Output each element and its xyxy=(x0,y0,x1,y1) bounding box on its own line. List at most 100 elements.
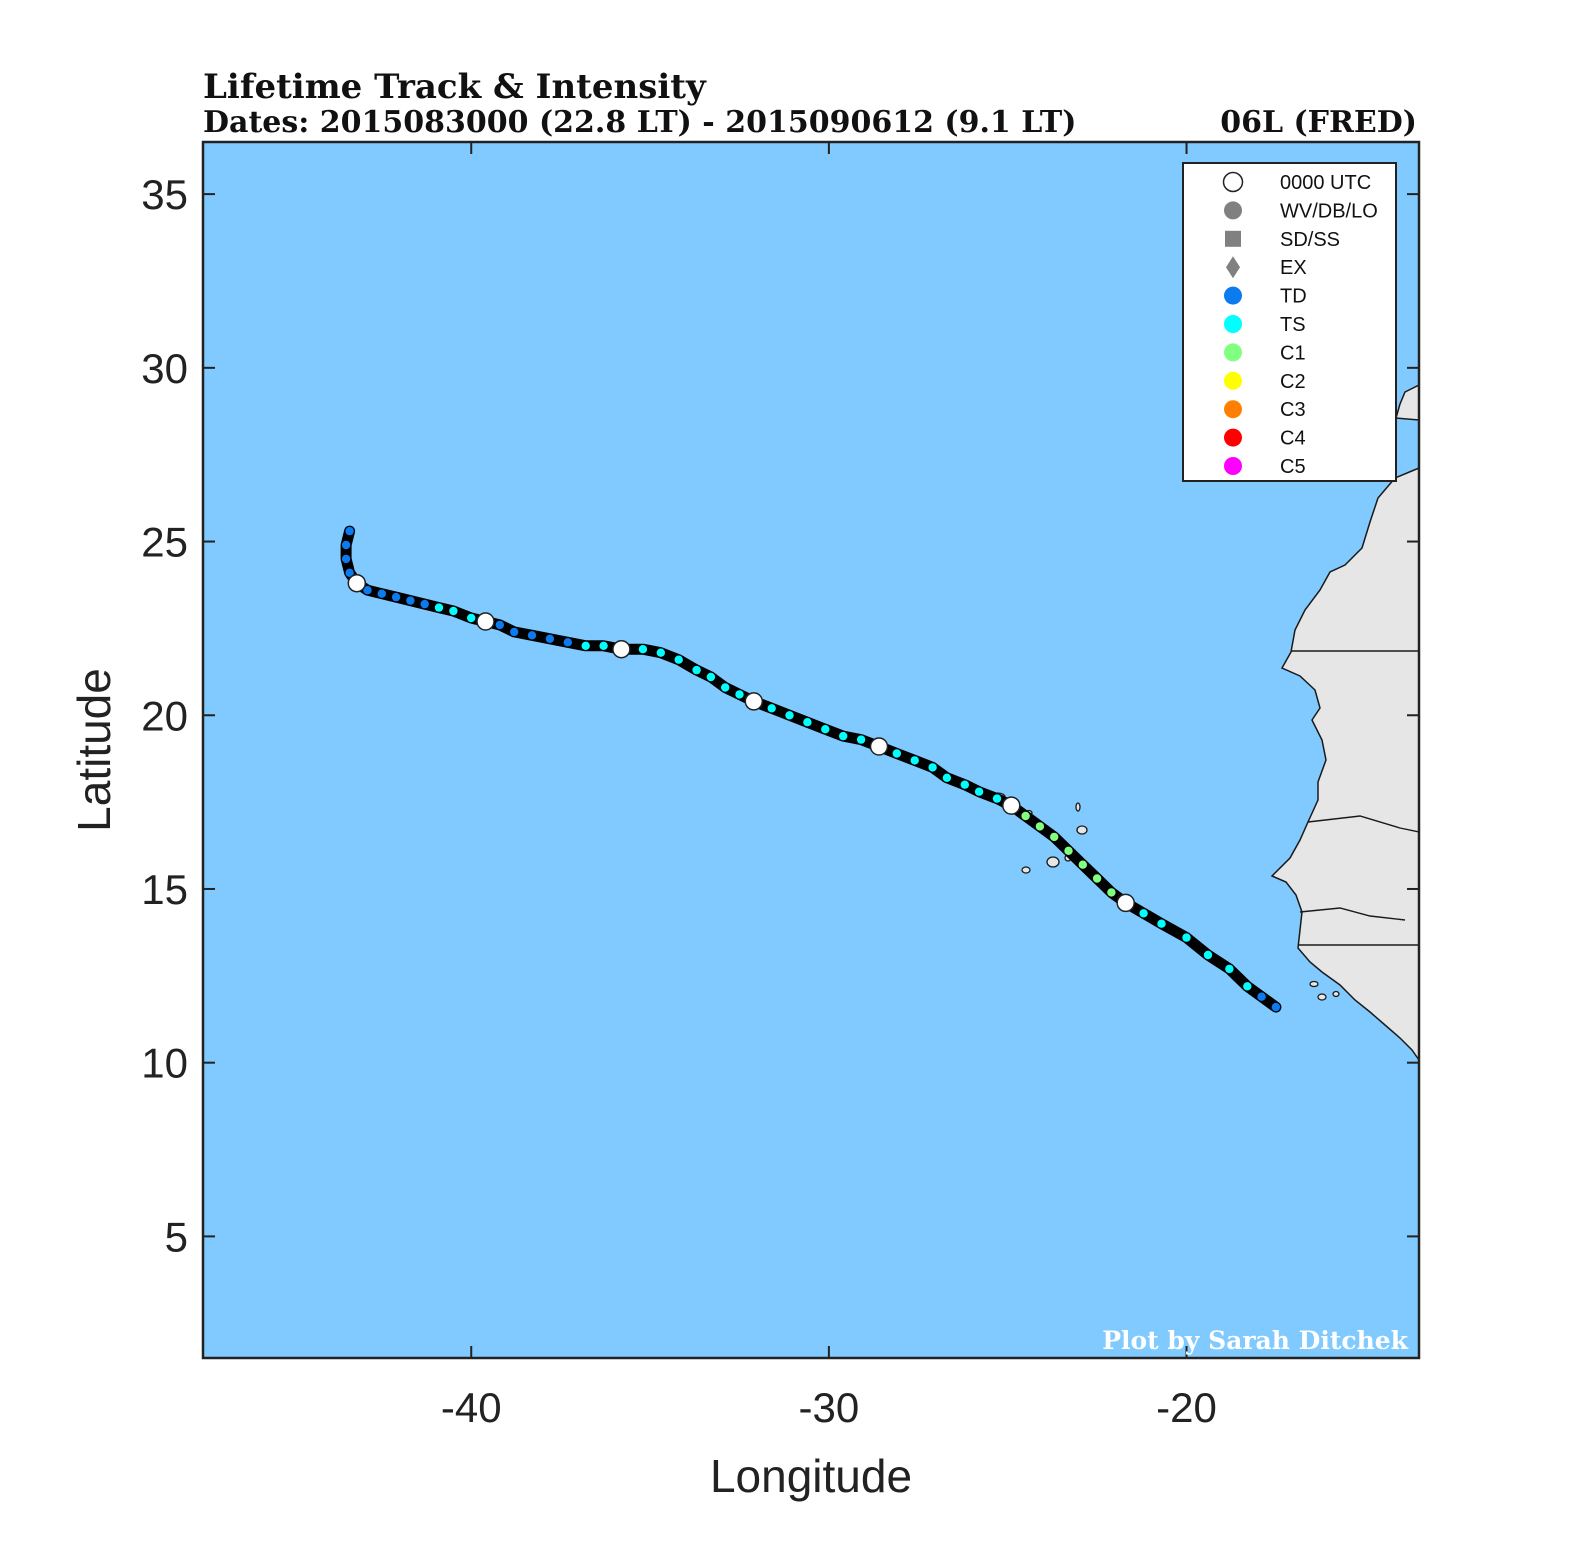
track-point-ts xyxy=(674,655,683,664)
track-point-ts xyxy=(992,794,1002,803)
track-point-td xyxy=(545,634,555,643)
legend-marker-c5 xyxy=(1224,457,1242,475)
track-point-td xyxy=(510,627,519,637)
track-point-c1 xyxy=(1035,822,1045,831)
track-point-0000utc xyxy=(1002,796,1021,815)
axis-ticks: -40 -30 -20 5 10 15 20 25 30 35 xyxy=(141,142,1419,1431)
track-point-ts xyxy=(656,648,665,657)
track-point-ts xyxy=(449,606,458,616)
track-point-td xyxy=(1257,992,1266,1001)
track-point-td xyxy=(406,596,415,605)
legend-label: C4 xyxy=(1280,428,1306,450)
x-axis-label: Longitude xyxy=(710,1450,912,1502)
legend-label: TS xyxy=(1280,314,1306,336)
track-point-ts xyxy=(1182,933,1191,942)
y-tick-label: 30 xyxy=(141,345,188,392)
track-point-ts xyxy=(960,780,969,789)
legend-label: 0000 UTC xyxy=(1280,172,1371,194)
track-point-td xyxy=(1271,1002,1281,1012)
legend-label: C2 xyxy=(1280,371,1306,393)
track-point-c1 xyxy=(1021,811,1030,821)
legend-label: C1 xyxy=(1280,342,1306,364)
track-point-ts xyxy=(721,683,730,692)
track-point-0000utc xyxy=(612,639,631,659)
track-point-c1 xyxy=(1078,860,1088,869)
legend-marker-0000-utc xyxy=(1222,171,1244,193)
y-tick-label: 20 xyxy=(141,692,188,739)
legend-marker-td xyxy=(1224,286,1242,305)
track-point-td xyxy=(563,638,572,647)
legend-marker-wv-db-lo xyxy=(1224,201,1242,220)
track-point-ts xyxy=(910,756,919,765)
track-point-ts xyxy=(1203,950,1213,960)
track-point-ts xyxy=(638,645,648,654)
track-point-c1 xyxy=(1092,874,1102,883)
track-point-ts xyxy=(974,787,984,796)
track-point-0000utc xyxy=(869,737,889,756)
legend-label: C5 xyxy=(1280,456,1306,478)
y-axis-label: Latitude xyxy=(68,668,120,832)
legend-label: TD xyxy=(1280,286,1307,308)
border-line xyxy=(1299,907,1406,921)
chart-subtitle: Dates: 2015083000 (22.8 LT) - 2015090612… xyxy=(203,105,1076,140)
y-tick-label: 15 xyxy=(141,866,188,913)
track-point-ts xyxy=(1243,982,1252,991)
track-point-ts xyxy=(856,735,866,744)
legend-marker-c1 xyxy=(1224,343,1242,362)
track-point-c1 xyxy=(1107,888,1116,897)
track-point-ts xyxy=(735,690,744,699)
credit-text: Plot by Sarah Ditchek xyxy=(1102,1326,1408,1355)
legend-label: EX xyxy=(1280,257,1307,279)
track-point-ts xyxy=(467,613,476,623)
legend: 0000 UTC WV/DB/LO SD/SS EX TD TS C1 C2 C3 C4 C5 xyxy=(1182,162,1397,482)
plot-frame xyxy=(201,140,1421,1360)
legend-marker-c3 xyxy=(1224,400,1242,419)
land-layer xyxy=(340,384,1419,1062)
track-point-ts xyxy=(892,749,901,758)
track-points xyxy=(341,526,1281,1012)
track-point-td xyxy=(420,599,429,609)
track-point-ts xyxy=(785,711,794,720)
track-point-ts xyxy=(1139,909,1148,918)
y-tick-label: 10 xyxy=(141,1040,188,1087)
track-point-0000utc xyxy=(476,612,495,631)
track-point-ts xyxy=(821,725,830,734)
track-point-c1 xyxy=(1050,832,1059,842)
track-point-ts xyxy=(928,763,937,772)
legend-marker-c4 xyxy=(1224,428,1242,447)
legend-marker-sd-ss xyxy=(1225,230,1241,247)
y-tick-label: 25 xyxy=(141,519,188,566)
border-line xyxy=(1307,815,1419,833)
x-tick-label: -40 xyxy=(441,1384,502,1431)
africa-coastline xyxy=(1270,467,1419,1062)
legend-label: C3 xyxy=(1280,399,1306,421)
chart-title: Lifetime Track & Intensity xyxy=(203,67,707,107)
track-point-ts xyxy=(581,641,590,650)
track-point-0000utc xyxy=(744,692,764,711)
legend-marker-ts xyxy=(1224,315,1242,333)
y-tick-label: 5 xyxy=(165,1213,188,1260)
track-point-ts xyxy=(1225,964,1234,974)
legend-marker-c2 xyxy=(1224,371,1242,390)
legend-box xyxy=(1182,162,1397,482)
track-point-td xyxy=(345,568,354,577)
track-point-ts xyxy=(692,665,701,675)
track-point-td xyxy=(341,540,351,550)
track-point-td xyxy=(363,586,372,595)
y-tick-label: 35 xyxy=(141,171,188,218)
track-point-0000utc xyxy=(1116,893,1135,913)
track-point-ts xyxy=(839,731,848,741)
x-tick-label: -20 xyxy=(1156,1384,1217,1431)
track-point-0000utc xyxy=(347,573,367,593)
track-point-ts xyxy=(706,672,716,682)
track-point-td xyxy=(345,526,354,536)
track-point-ts xyxy=(599,641,608,650)
track-point-td xyxy=(391,592,401,602)
track-point-td xyxy=(527,631,537,640)
legend-marker-ex xyxy=(1226,256,1240,279)
track-point-ts xyxy=(767,704,776,713)
legend-label: WV/DB/LO xyxy=(1280,200,1378,222)
track-point-c1 xyxy=(1064,846,1073,855)
track-point-ts xyxy=(1157,919,1166,928)
